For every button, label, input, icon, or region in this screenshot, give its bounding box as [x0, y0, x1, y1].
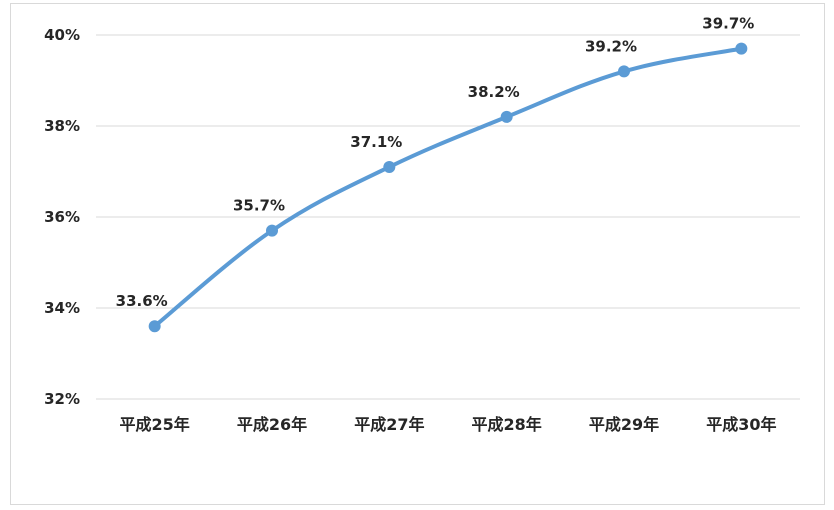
x-tick-label: 平成25年: [120, 415, 190, 434]
y-tick-label: 34%: [44, 299, 80, 317]
data-point: [148, 320, 161, 333]
data-label: 38.2%: [468, 83, 520, 101]
data-point: [500, 110, 513, 123]
data-point: [735, 42, 748, 55]
x-tick-label: 平成30年: [706, 415, 776, 434]
data-point: [266, 224, 278, 237]
data-point: [618, 65, 630, 78]
series-group: 33.6% 35.7% 37.1% 38.2% 39.2% 39.7%: [116, 15, 754, 333]
data-label: 37.1%: [350, 133, 402, 151]
x-axis: 平成25年 平成26年 平成27年 平成28年 平成29年 平成30年: [120, 415, 777, 434]
data-label: 33.6%: [116, 292, 168, 310]
x-tick-label: 平成28年: [472, 415, 542, 434]
x-tick-label: 平成26年: [237, 415, 307, 434]
x-tick-label: 平成27年: [354, 415, 424, 434]
grid-lines: [96, 34, 800, 400]
y-tick-label: 38%: [44, 117, 80, 135]
data-label: 39.7%: [702, 15, 754, 33]
data-label: 35.7%: [233, 197, 285, 215]
series-line: [152, 46, 744, 329]
x-tick-label: 平成29年: [589, 415, 659, 434]
chart-frame: [10, 3, 825, 505]
y-axis: 32% 34% 36% 38% 40%: [44, 26, 80, 408]
y-tick-label: 40%: [44, 26, 80, 44]
data-label: 39.2%: [585, 37, 637, 55]
data-point: [383, 160, 396, 173]
y-tick-label: 32%: [44, 390, 80, 408]
y-tick-label: 36%: [44, 208, 80, 226]
